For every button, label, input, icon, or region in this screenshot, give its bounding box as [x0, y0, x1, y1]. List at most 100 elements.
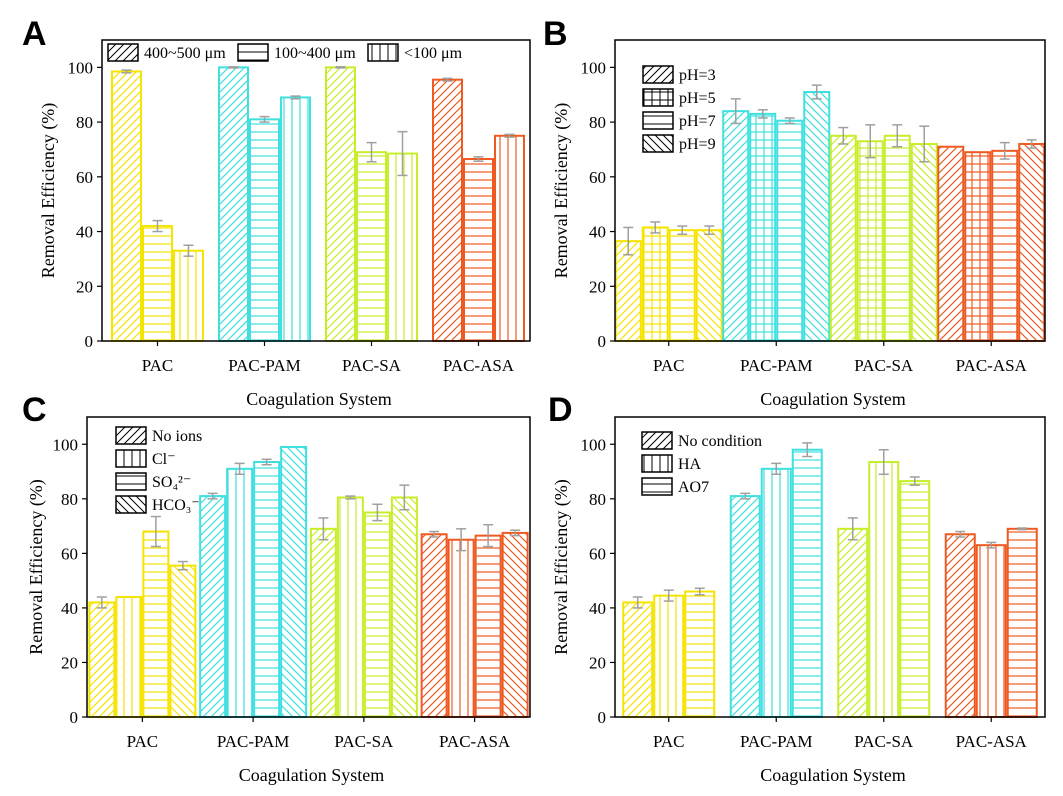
chart-d-y-tick-label: 60 [589, 544, 606, 563]
chart-a-error-bar [290, 95, 301, 100]
chart-b-bar-pac-asa-s1 [937, 145, 965, 342]
chart-a-panel-label: A [22, 15, 47, 53]
chart-d-legend-label: AO7 [678, 479, 709, 496]
chart-d-y-tick-label: 100 [581, 435, 607, 454]
chart-b-legend-swatch [642, 134, 674, 153]
chart-b-panel-label: B [543, 15, 568, 53]
chart-d-bar-pac-sa-s2 [868, 461, 900, 718]
chart-c-error-bar [150, 515, 161, 548]
chart-c-error-bar [456, 528, 467, 552]
chart-c-bar-pac-s3 [142, 530, 170, 719]
chart-a-bar-pac-s1 [111, 70, 142, 343]
chart-a-x-tick-label: PAC-ASA [443, 356, 515, 375]
chart-c-y-tick-label: 60 [61, 544, 78, 563]
chart-d-error-bar [878, 448, 889, 476]
chart-b-bar-pac-asa-s2 [964, 151, 992, 342]
chart-c-error-bar [510, 529, 521, 537]
chart-d-error-bar [771, 462, 782, 476]
chart-a-x-tick-label: PAC-PAM [228, 356, 300, 375]
chart-a-bar-pac-sa-s2 [356, 151, 387, 342]
chart-d-bar-pac-sa-s1 [837, 527, 869, 718]
chart-b-legend-swatch [642, 111, 674, 130]
chart-c-error-bar [261, 458, 272, 466]
chart-c-bar-pac-pam-s1 [199, 495, 227, 718]
chart-d-legend-swatch [641, 431, 673, 450]
chart-c-x-tick-label: PAC-ASA [439, 732, 511, 751]
chart-a-error-bar [152, 219, 163, 233]
chart-b-bar-pac-sa-s4 [910, 142, 938, 342]
chart-d-plot-frame [614, 416, 1046, 718]
chart-c-legend-label: SO₄²⁻ [152, 474, 191, 491]
chart-b-bar-pac-asa-s3 [991, 149, 1019, 342]
chart-a-error-bar [366, 141, 377, 163]
chart-b-legend-label: pH=5 [679, 90, 716, 107]
chart-a-y-tick-label: 20 [76, 277, 93, 296]
chart-b-error-bar [730, 98, 741, 125]
chart-c-bar-pac-pam-s3 [253, 461, 281, 718]
chart-d-bar-pac-asa-s3 [1006, 527, 1038, 718]
chart-a-x-axis-label: Coagulation System [246, 389, 392, 409]
chart-d-bar-pac-s2 [653, 594, 685, 718]
chart-a-legend-label: 400~500 μm [144, 45, 226, 62]
chart-a-bar-pac-sa-s1 [325, 66, 356, 342]
chart-a-legend-swatch [367, 43, 399, 62]
chart-b-error-bar [623, 226, 634, 256]
chart-a-y-tick-label: 40 [76, 223, 93, 242]
chart-a-error-bar [228, 66, 239, 69]
chart-b-bar-pac-sa-s3 [883, 134, 911, 342]
chart-a-error-bar [473, 156, 484, 162]
chart-c-x-tick-label: PAC-SA [334, 732, 394, 751]
chart-a-error-bar [335, 66, 346, 69]
chart-d-y-axis-label: Removal Efficiency (%) [551, 479, 572, 655]
chart-c-legend-label: Cl⁻ [152, 451, 176, 468]
chart-b-y-axis-label: Removal Efficiency (%) [551, 103, 572, 279]
chart-d-error-bar [909, 476, 920, 486]
chart-a-bar-pac-asa-s1 [432, 78, 463, 342]
chart-a-bar-pac-sa-s3 [387, 152, 418, 342]
chart-d-bar-pac-asa-s2 [975, 544, 1007, 718]
chart-b-error-bar [677, 225, 688, 236]
chart-c-error-bar [234, 462, 245, 476]
chart-c-panel-label: C [22, 391, 47, 429]
chart-c-x-axis-label: Coagulation System [239, 765, 385, 785]
chart-d-x-axis-label: Coagulation System [760, 765, 906, 785]
chart-c-bar-pac-asa-s2 [447, 538, 475, 719]
chart-b-y-tick-label: 40 [589, 223, 606, 242]
chart-d-error-bar [663, 589, 674, 602]
chart-b-bar-pac-pam-s2 [749, 112, 777, 342]
chart-c-bar-pac-sa-s3 [363, 511, 391, 718]
chart-a-x-tick-label: PAC [142, 356, 174, 375]
chart-c-bar-pac-asa-s4 [501, 531, 529, 719]
panel-a: A PAC PAC-PAM PAC-SA PAC-ASA 0 20 40 60 80 100 Coag… [22, 15, 531, 409]
chart-d-error-bar [847, 517, 858, 541]
chart-a-legend-label: 100~400 μm [274, 45, 356, 62]
panel-d: D PAC PAC-PAM PAC-SA PAC-ASA 0 20 40 60 80 100 Coag… [548, 391, 1046, 785]
chart-c-bar-pac-pam-s2 [226, 467, 254, 718]
chart-b-error-bar [811, 84, 822, 100]
chart-c-x-tick-label: PAC-PAM [217, 732, 289, 751]
chart-d-x-tick-label: PAC [653, 732, 685, 751]
chart-c-bar-pac-s1 [88, 601, 116, 718]
chart-c-legend-label: HCO₃⁻ [152, 497, 200, 514]
chart-c-bar-pac-s2 [115, 596, 143, 718]
chart-d-legend-label: No condition [678, 433, 762, 450]
chart-b-x-tick-label: PAC-SA [854, 356, 914, 375]
chart-a-bar-pac-asa-s3 [494, 134, 525, 342]
panel-c: C PAC PAC-PAM PAC-SA PAC-ASA 0 20 40 60 80 100 Coag… [22, 391, 531, 785]
chart-b-bar-pac-sa-s1 [829, 134, 857, 342]
chart-d-bar-pac-s3 [684, 590, 716, 719]
chart-c-bar-pac-asa-s1 [420, 533, 448, 718]
chart-c-y-tick-label: 80 [61, 490, 78, 509]
chart-d-bar-pac-sa-s3 [899, 480, 931, 718]
chart-d-y-tick-label: 20 [589, 653, 606, 672]
chart-d-x-tick-label: PAC-ASA [956, 732, 1028, 751]
chart-b-error-bar [838, 126, 849, 145]
chart-c-plot-frame [86, 416, 531, 718]
chart-c-error-bar [318, 517, 329, 541]
chart-c-x-tick-label: PAC [127, 732, 159, 751]
chart-a-legend-label: <100 μm [404, 45, 463, 62]
chart-a-x-tick-label: PAC-SA [342, 356, 402, 375]
chart-b-error-bar [650, 221, 661, 234]
chart-b-error-bar [892, 124, 903, 148]
